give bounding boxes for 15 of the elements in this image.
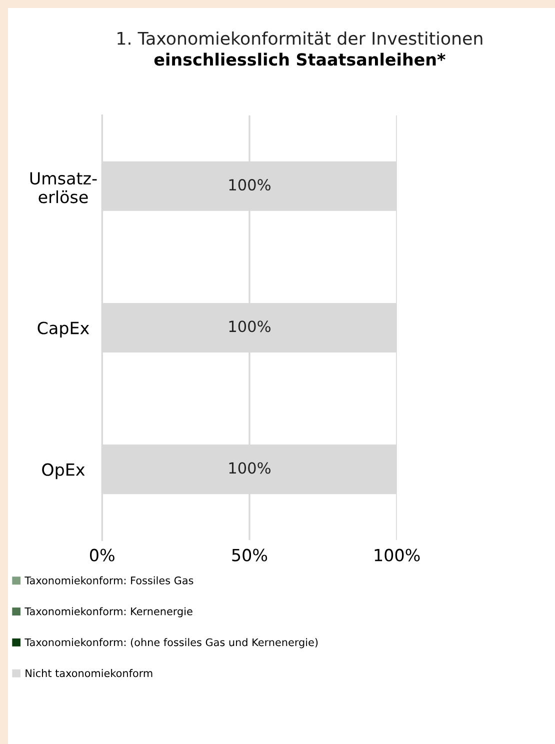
x-tick-label: 50% <box>232 548 268 562</box>
chart-subtitle: einschliesslich Staatsanleihen* <box>154 52 446 66</box>
legend-label: Nicht taxonomiekonform <box>26 669 152 678</box>
y-tick-label: OpEx <box>42 463 85 480</box>
data-label: 100% <box>229 320 270 332</box>
y-tick-label: Umsatz- erlöse <box>30 172 97 204</box>
chart-title: 1. Taxonomiekonformität der Investitionen <box>118 31 482 45</box>
y-tick-label: CapEx <box>38 322 90 338</box>
legend-label: Taxonomiekonform: (ohne fossiles Gas und Kernenergie) <box>24 638 318 648</box>
legend-label: Taxonomiekonform: Fossiles Gas <box>24 576 194 584</box>
x-tick-label: 100% <box>374 548 420 562</box>
data-label: 100% <box>229 179 270 191</box>
legend-label: Taxonomiekonform: Kernenergie <box>24 607 192 618</box>
data-label: 100% <box>229 462 270 474</box>
x-tick-label: 0% <box>90 548 114 562</box>
